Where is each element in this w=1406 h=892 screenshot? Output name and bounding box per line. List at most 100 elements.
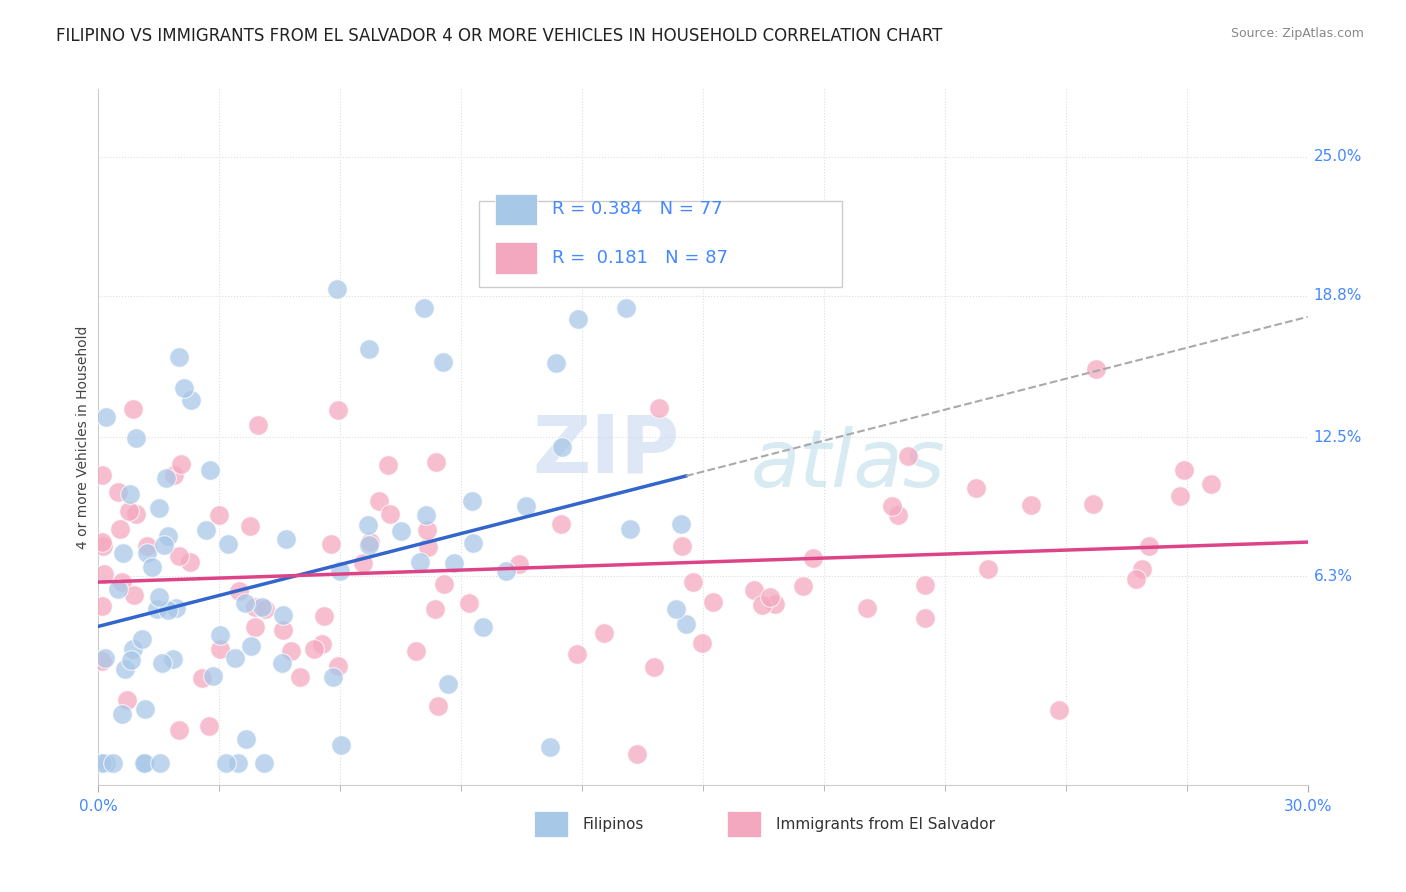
Point <box>217 537 239 551</box>
Point <box>592 626 614 640</box>
Text: Filipinos: Filipinos <box>582 817 644 832</box>
Point <box>115 693 138 707</box>
Point <box>702 595 724 609</box>
Point <box>190 671 212 685</box>
Point <box>252 599 274 614</box>
Point <box>675 617 697 632</box>
Point <box>458 596 481 610</box>
Text: ZIP: ZIP <box>533 412 681 490</box>
Point <box>357 517 380 532</box>
Point <box>180 393 202 408</box>
Point <box>165 600 187 615</box>
Point <box>326 403 349 417</box>
Point <box>368 494 391 508</box>
Point <box>94 651 117 665</box>
Point <box>508 558 530 572</box>
Point <box>195 523 218 537</box>
Point <box>245 600 267 615</box>
Point <box>312 608 335 623</box>
Text: R =  0.181   N = 87: R = 0.181 N = 87 <box>551 249 728 267</box>
Point <box>1139 539 1161 553</box>
Point <box>167 350 190 364</box>
Point <box>280 643 302 657</box>
Point <box>405 644 427 658</box>
Point <box>538 740 561 755</box>
Point <box>614 301 637 315</box>
Point <box>759 590 782 604</box>
Point <box>96 410 118 425</box>
Point <box>425 455 447 469</box>
Point <box>1083 497 1105 511</box>
Point <box>110 522 132 536</box>
Text: R = 0.384   N = 77: R = 0.384 N = 77 <box>551 200 723 218</box>
Point <box>157 529 180 543</box>
Point <box>436 677 458 691</box>
FancyBboxPatch shape <box>479 201 842 287</box>
Point <box>1130 562 1153 576</box>
Text: 12.5%: 12.5% <box>1313 430 1362 444</box>
Point <box>148 590 170 604</box>
Point <box>443 556 465 570</box>
Point <box>690 636 713 650</box>
Point <box>311 637 333 651</box>
Point <box>415 508 437 522</box>
Point <box>352 556 374 570</box>
Point <box>118 504 141 518</box>
Point <box>288 670 311 684</box>
Point <box>682 574 704 589</box>
Point <box>565 647 588 661</box>
Point <box>380 507 402 521</box>
Point <box>412 301 434 316</box>
Point <box>233 595 256 609</box>
Point <box>671 539 693 553</box>
Point <box>111 546 134 560</box>
Point <box>880 499 903 513</box>
Point <box>170 457 193 471</box>
Point <box>148 501 170 516</box>
Text: FILIPINO VS IMMIGRANTS FROM EL SALVADOR 4 OR MORE VEHICLES IN HOUSEHOLD CORRELAT: FILIPINO VS IMMIGRANTS FROM EL SALVADOR … <box>56 27 942 45</box>
Text: Immigrants from El Salvador: Immigrants from El Salvador <box>776 817 994 832</box>
Point <box>141 559 163 574</box>
Point <box>515 499 537 513</box>
Point <box>433 576 456 591</box>
Point <box>167 723 190 737</box>
Point <box>125 508 148 522</box>
Point <box>792 578 814 592</box>
Text: Source: ZipAtlas.com: Source: ZipAtlas.com <box>1230 27 1364 40</box>
Bar <box>495 194 537 225</box>
Point <box>567 312 589 326</box>
Point <box>179 556 201 570</box>
Point <box>1170 489 1192 503</box>
Point <box>107 484 129 499</box>
Point <box>134 702 156 716</box>
Point <box>118 487 141 501</box>
Point <box>163 468 186 483</box>
Point <box>965 481 987 495</box>
Point <box>328 659 350 673</box>
Point <box>239 519 262 533</box>
Point <box>643 660 665 674</box>
Point <box>742 582 765 597</box>
Point <box>224 650 246 665</box>
Point <box>914 610 936 624</box>
Point <box>1173 463 1195 477</box>
Point <box>1125 572 1147 586</box>
Point <box>91 535 114 549</box>
Point <box>136 539 159 553</box>
Point <box>432 355 454 369</box>
Point <box>671 516 693 531</box>
Point <box>619 522 641 536</box>
Point <box>121 642 143 657</box>
Point <box>1199 476 1222 491</box>
Point <box>167 549 190 564</box>
Point <box>134 756 156 770</box>
Point <box>274 532 297 546</box>
Y-axis label: 4 or more Vehicles in Household: 4 or more Vehicles in Household <box>76 326 90 549</box>
Point <box>326 282 349 296</box>
Point <box>271 608 294 623</box>
Point <box>239 639 262 653</box>
Text: 18.8%: 18.8% <box>1313 288 1362 303</box>
Point <box>125 431 148 445</box>
Point <box>208 628 231 642</box>
Point <box>135 546 157 560</box>
